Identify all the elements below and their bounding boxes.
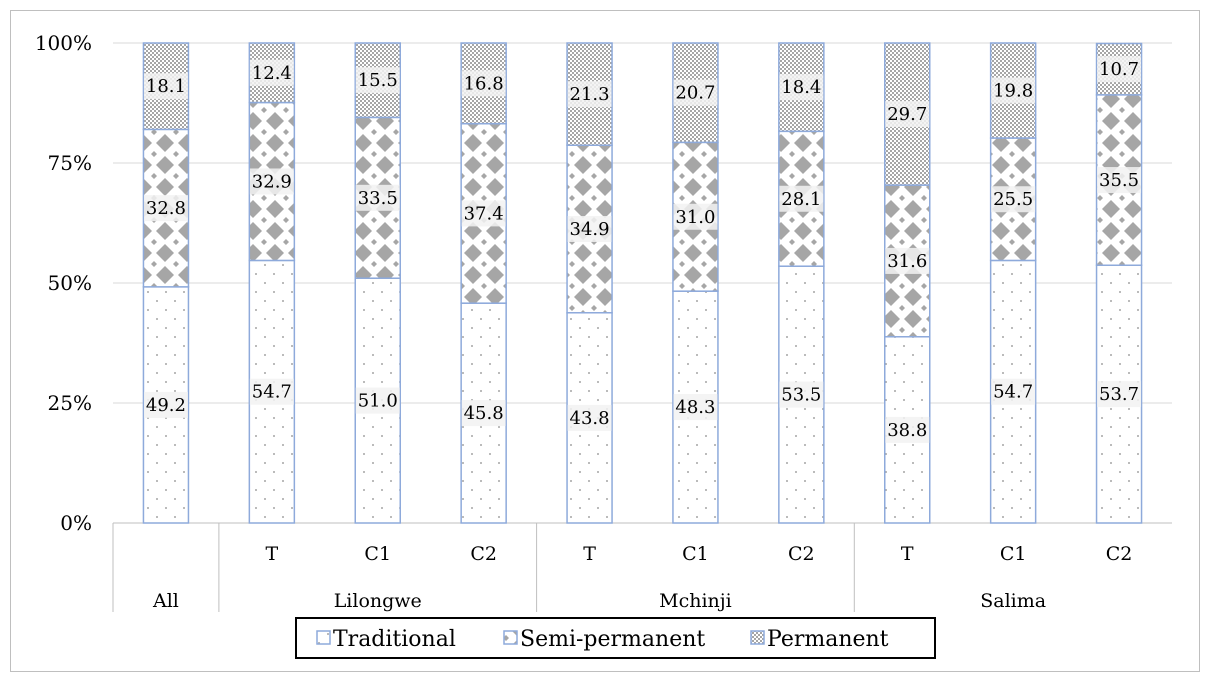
data-label: 18.4: [781, 77, 821, 98]
data-label-bg: [1097, 56, 1142, 83]
x-axis: T C1 C2 T C1 C2 T C1 C2 All Lilongwe Mchinji Salima: [112, 523, 1133, 612]
legend-label: Traditional: [333, 627, 456, 652]
data-label: 48.3: [675, 397, 715, 418]
data-label: 34.9: [570, 219, 610, 240]
data-label-bg: [1097, 381, 1142, 408]
data-label: 31.6: [887, 251, 927, 272]
data-label-bg: [673, 79, 718, 106]
data-label: 38.8: [887, 420, 927, 441]
data-label-bg: [673, 394, 718, 421]
data-label: 21.3: [570, 84, 610, 105]
data-label: 16.8: [464, 73, 504, 94]
data-label-bg: [249, 59, 294, 86]
data-label: 37.4: [464, 203, 504, 224]
data-label-bg: [991, 77, 1036, 104]
data-label-bg: [143, 391, 188, 418]
x-category-label: C1: [364, 543, 391, 565]
y-tick-label: 100%: [35, 31, 92, 55]
data-label: 32.8: [146, 198, 186, 219]
data-label-bg: [991, 378, 1036, 405]
legend-swatch-semi-permanent: [503, 630, 518, 645]
y-tick-label: 25%: [48, 391, 92, 415]
data-label-bg: [673, 203, 718, 230]
data-label-bg: [885, 101, 930, 128]
legend-swatch-permanent: [750, 630, 765, 645]
data-label-bg: [1097, 167, 1142, 194]
x-category-label: T: [901, 543, 914, 565]
data-label: 33.5: [358, 188, 398, 209]
data-label-bg: [249, 168, 294, 195]
data-label: 31.0: [675, 207, 715, 228]
data-label: 28.1: [781, 189, 821, 210]
data-label: 51.0: [358, 391, 398, 412]
x-category-label: C2: [1106, 543, 1133, 565]
data-label-bg: [461, 70, 506, 97]
x-category-label: C2: [470, 543, 497, 565]
data-label-bg: [461, 400, 506, 427]
data-label-bg: [885, 416, 930, 443]
x-group-label: Mchinji: [659, 590, 732, 612]
y-tick-label: 75%: [48, 151, 92, 175]
data-label-bg: [567, 81, 612, 108]
data-label-bg: [567, 404, 612, 431]
data-label-bg: [779, 185, 824, 212]
x-category-label: T: [266, 543, 279, 565]
data-label-bg: [991, 186, 1036, 213]
x-category-label: T: [583, 543, 596, 565]
legend: Traditional Semi-permanent Permanent: [295, 617, 936, 659]
data-label: 32.9: [252, 171, 292, 192]
data-label-bg: [249, 378, 294, 405]
data-label-bg: [355, 67, 400, 94]
data-label: 18.1: [146, 76, 186, 97]
data-label: 45.8: [464, 403, 504, 424]
data-label: 15.5: [358, 70, 398, 91]
legend-swatch-traditional: [316, 630, 331, 645]
y-tick-label: 0%: [60, 511, 92, 535]
x-category-label: C2: [788, 543, 815, 565]
x-group-label: Salima: [980, 590, 1046, 612]
data-label-bg: [779, 74, 824, 101]
data-label-bg: [143, 195, 188, 222]
data-label: 54.7: [993, 382, 1033, 403]
data-label: 35.5: [1099, 170, 1139, 191]
x-group-label: All: [152, 590, 179, 612]
data-label-bg: [461, 200, 506, 227]
data-label: 54.7: [252, 382, 292, 403]
data-label: 19.8: [993, 81, 1033, 102]
legend-label: Permanent: [767, 627, 889, 652]
data-label-bg: [567, 216, 612, 242]
data-label: 25.5: [993, 189, 1033, 210]
data-label: 43.8: [570, 408, 610, 429]
data-label-bg: [355, 184, 400, 211]
data-label: 12.4: [252, 63, 292, 84]
data-labels: 49.2 32.8 18.1 54.7 32.9 12.4 51.0 33.5 15.5 45.8…: [143, 56, 1142, 443]
data-label-bg: [885, 247, 930, 274]
x-category-label: C1: [682, 543, 709, 565]
data-label-bg: [355, 387, 400, 414]
data-label: 10.7: [1099, 59, 1139, 80]
data-label: 49.2: [146, 395, 186, 416]
data-label: 53.5: [781, 385, 821, 406]
y-tick-label: 50%: [48, 271, 92, 295]
data-label-bg: [779, 381, 824, 408]
x-category-label: C1: [1000, 543, 1027, 565]
legend-label: Semi-permanent: [520, 627, 705, 652]
data-label: 29.7: [887, 104, 927, 125]
data-label: 20.7: [675, 83, 715, 104]
y-axis-ticks: 0% 25% 50% 75% 100%: [35, 31, 92, 535]
data-label-bg: [143, 73, 188, 100]
data-label: 53.7: [1099, 384, 1139, 405]
legend-box: [295, 617, 936, 659]
x-group-label: Lilongwe: [334, 590, 422, 612]
